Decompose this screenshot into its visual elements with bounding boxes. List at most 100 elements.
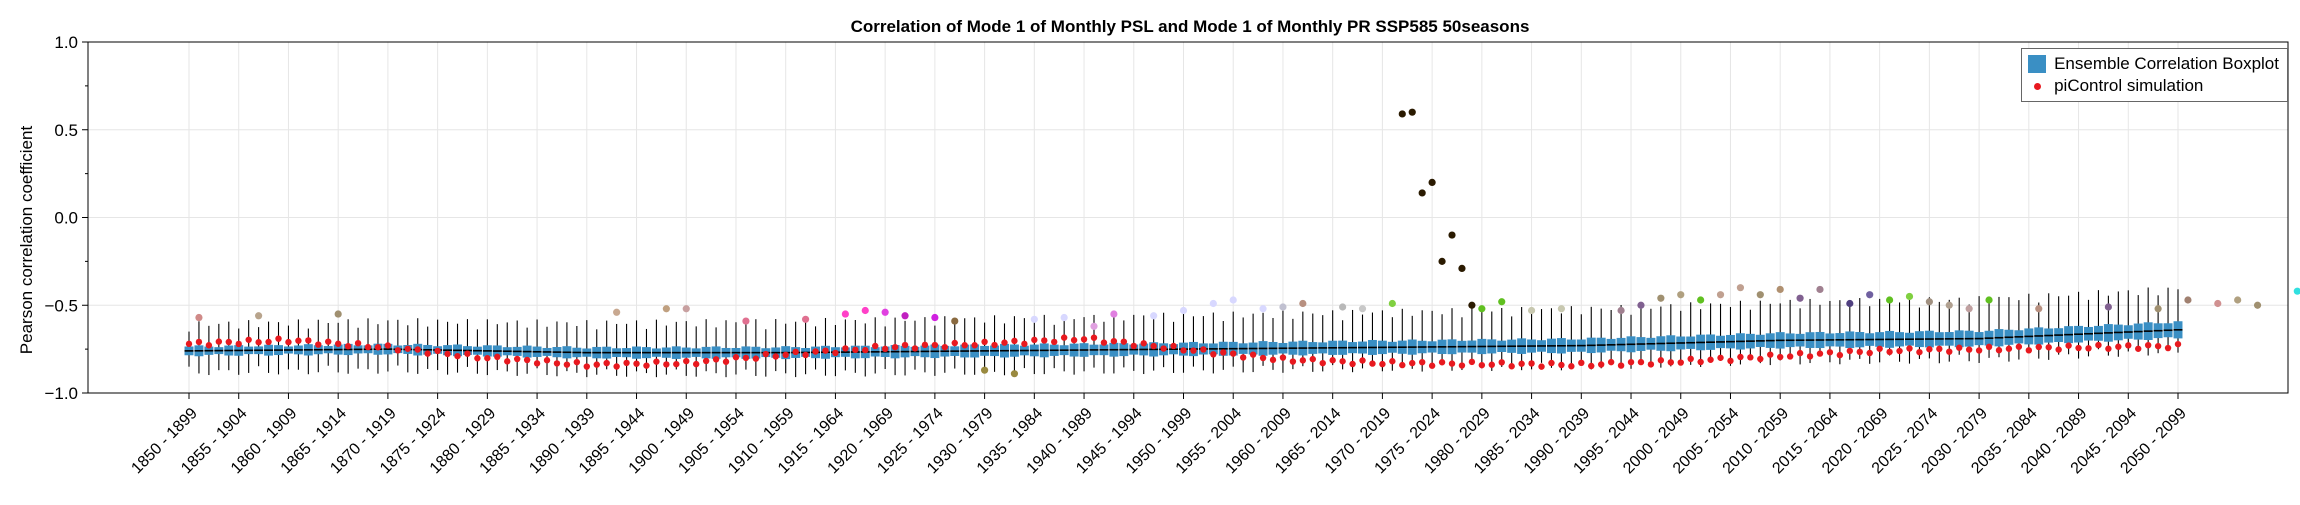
picontrol-point [2095,341,2102,349]
outlier-point [801,315,810,323]
picontrol-point [504,358,511,365]
picontrol-point [762,350,770,358]
picontrol-point [1936,345,1943,353]
picontrol-point [1607,358,1615,366]
picontrol-point [2174,340,2182,348]
outlier-point [1468,301,1476,309]
picontrol-point [583,363,590,370]
picontrol-point [1160,345,1167,352]
picontrol-point [692,360,700,368]
outlier-point [1697,296,1705,304]
picontrol-point [1080,336,1088,343]
picontrol-point [752,355,760,362]
picontrol-point [394,347,402,354]
picontrol-point [1906,345,1913,352]
picontrol-point [673,360,680,368]
picontrol-point [1259,354,1267,362]
picontrol-point [1389,358,1396,365]
picontrol-point [663,361,670,368]
outlier-point [2214,299,2222,308]
picontrol-point [424,350,431,357]
y-tick-label: 0.0 [54,209,78,228]
picontrol-point [245,336,252,343]
picontrol-point [1836,351,1844,359]
outlier-point [1776,285,1784,294]
picontrol-point [2144,341,2152,349]
outlier-point [2104,303,2112,311]
picontrol-point [712,356,720,363]
picontrol-point [643,362,650,369]
outlier-point [1150,312,1158,320]
picontrol-point [623,359,630,367]
legend-item-boxplot: Ensemble Correlation Boxplot [2028,53,2279,75]
picontrol-point [1269,356,1277,364]
picontrol-point [2015,343,2023,350]
picontrol-point [1578,359,1585,367]
outlier-point [682,305,690,313]
outlier-point [1229,296,1237,304]
outlier-point [931,313,939,322]
picontrol-point [1220,349,1227,356]
picontrol-point [344,343,352,350]
picontrol-point [195,338,203,346]
legend-dot-swatch [2028,77,2046,95]
picontrol-point [325,338,332,345]
outlier-point [1816,285,1824,294]
picontrol-point [1508,363,1515,370]
picontrol-point [1747,354,1754,361]
outlier-point [1398,110,1406,118]
picontrol-point [1786,353,1794,360]
picontrol-point [1568,363,1575,370]
picontrol-point [702,357,710,365]
picontrol-point [1379,360,1386,368]
picontrol-point [275,335,282,342]
outlier-point [2253,301,2262,309]
picontrol-point [1687,355,1694,363]
picontrol-point [633,360,640,367]
picontrol-point [1031,336,1038,344]
picontrol-point [1279,354,1287,361]
picontrol-point [782,351,789,359]
picontrol-point [1826,349,1834,356]
picontrol-point [593,361,600,368]
picontrol-point [1458,362,1466,369]
picontrol-point [1558,361,1565,369]
picontrol-point [1468,358,1476,366]
picontrol-point [822,347,829,354]
outlier-point [1458,264,1466,272]
outlier-point [1905,292,1914,301]
picontrol-point [862,346,869,354]
picontrol-point [881,345,889,353]
picontrol-point [653,358,660,365]
picontrol-point [1965,346,1973,353]
picontrol-point [1916,348,1923,356]
y-tick-label: −1.0 [44,384,78,403]
picontrol-point [951,339,958,347]
picontrol-point [1369,360,1376,367]
picontrol-point [1637,358,1645,366]
picontrol-point [1150,342,1157,350]
picontrol-point [434,347,441,355]
picontrol-point [334,340,342,347]
picontrol-point [2075,344,2082,352]
outlier-point [861,306,869,315]
outlier-point [1965,305,1973,313]
picontrol-point [494,353,501,361]
picontrol-point [1329,357,1336,364]
picontrol-point [1806,353,1814,360]
picontrol-point [1757,355,1764,363]
picontrol-point [285,338,292,346]
picontrol-point [553,360,561,367]
outlier-point [334,310,342,318]
outlier-point [1985,296,1993,304]
picontrol-point [1438,359,1446,366]
outlier-point [2234,296,2242,304]
picontrol-point [374,344,382,351]
picontrol-point [1418,358,1426,366]
picontrol-point [981,338,988,346]
picontrol-point [1926,346,1933,353]
picontrol-point [1190,347,1197,354]
picontrol-point [364,343,372,351]
picontrol-point [971,342,978,349]
